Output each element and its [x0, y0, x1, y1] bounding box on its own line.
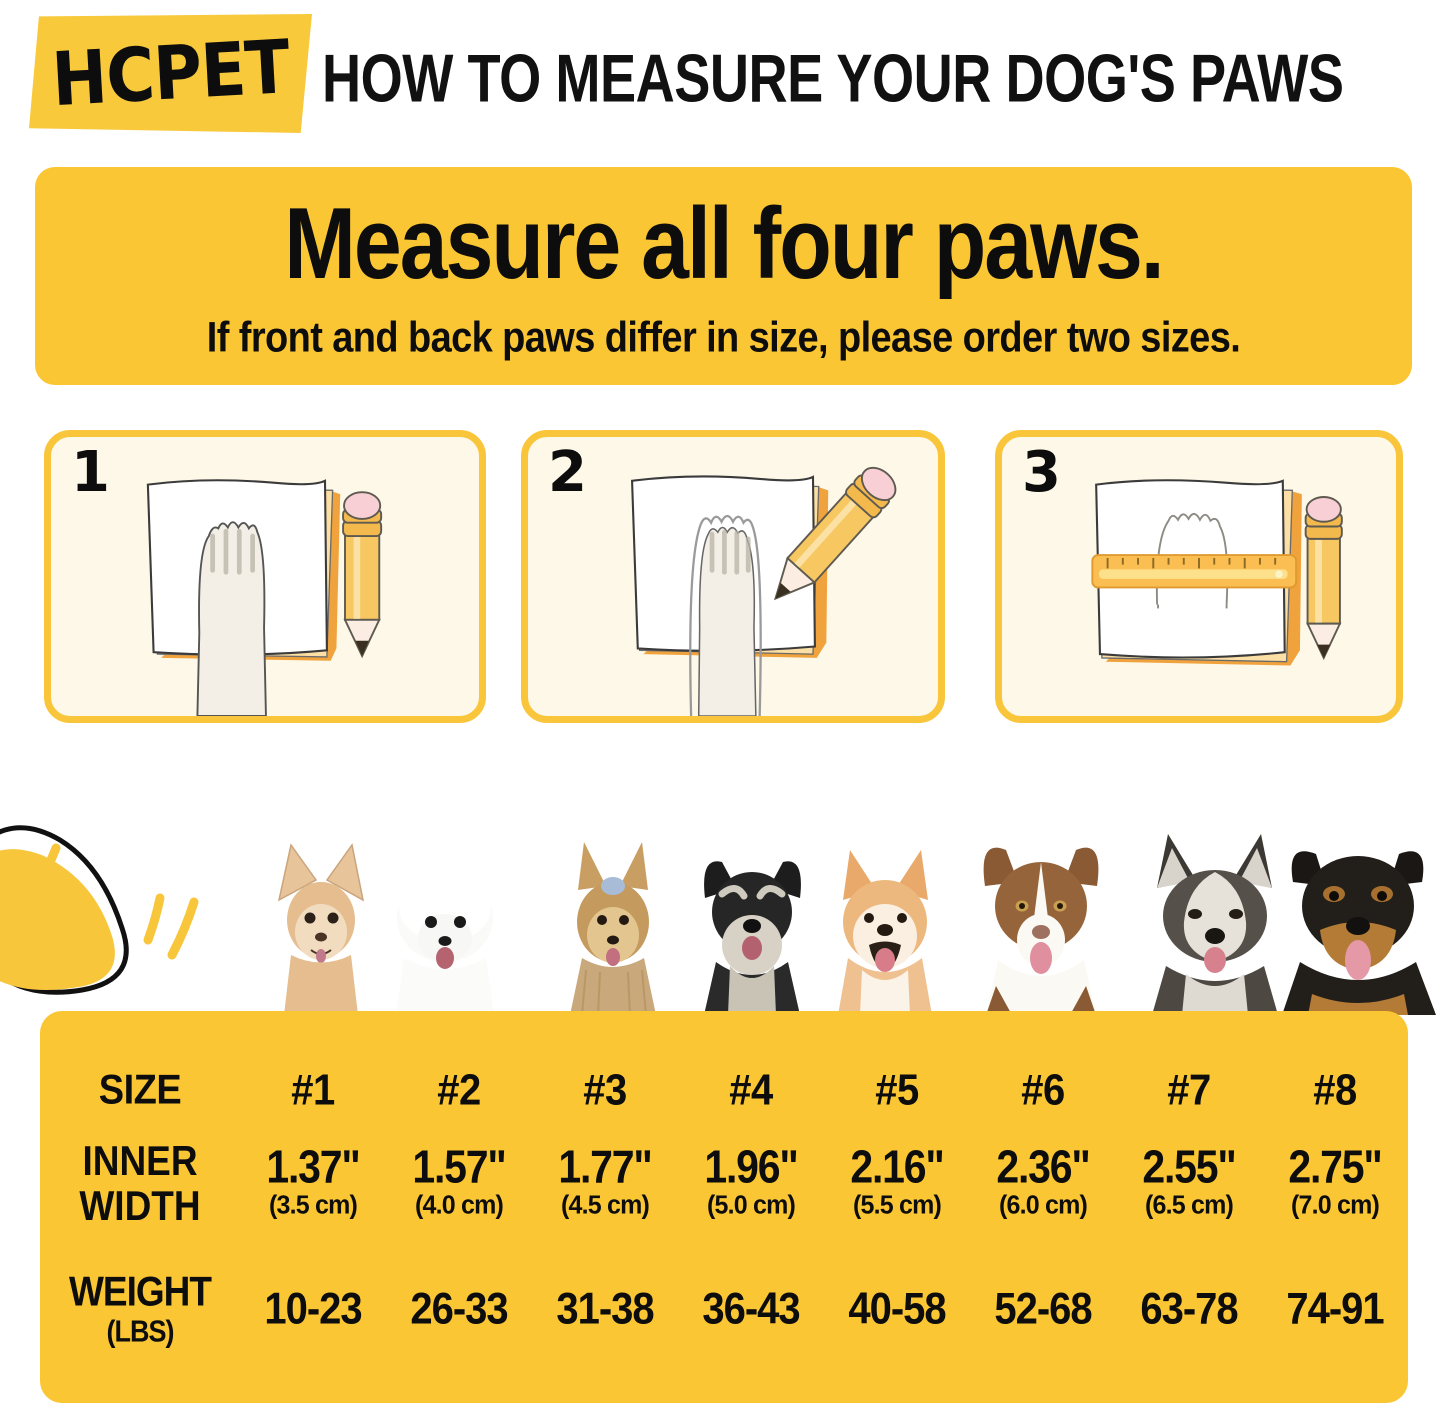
size-cell-8: #8	[1313, 1065, 1357, 1114]
width-cell-2: 1.57" (4.0 cm)	[386, 1119, 532, 1249]
steps-section: 1	[0, 430, 1445, 730]
step-2-illustration	[630, 466, 897, 716]
width-cm-1: (3.5 cm)	[268, 1189, 358, 1220]
width-in-3: 1.77"	[558, 1140, 652, 1193]
step-3-illustration	[1091, 479, 1343, 666]
width-cm-2: (4.0 cm)	[414, 1189, 504, 1220]
step-card-3: 3	[995, 430, 1403, 723]
size-cell-6: #6	[1021, 1065, 1065, 1114]
table-row-size: SIZE #1 #2 #3 #4 #5 #6 #7 #8	[40, 1011, 1408, 1119]
width-cell-1: 1.37" (3.5 cm)	[240, 1119, 386, 1249]
hero-subtitle: If front and back paws differ in size, p…	[206, 314, 1241, 362]
size-chart-panel: SIZE #1 #2 #3 #4 #5 #6 #7 #8 INNER WIDTH…	[40, 1011, 1408, 1403]
weight-cell-6: 52-68	[994, 1283, 1092, 1334]
size-cell-4: #4	[729, 1065, 773, 1114]
size-cell-1: #1	[291, 1065, 335, 1114]
step-card-2: 2	[521, 430, 945, 723]
width-cm-6: (6.0 cm)	[998, 1189, 1088, 1220]
width-cell-5: 2.16" (5.5 cm)	[824, 1119, 970, 1249]
width-in-8: 2.75"	[1288, 1140, 1382, 1193]
step-number-1: 1	[71, 440, 110, 505]
hero-title: Measure all four paws.	[284, 187, 1164, 301]
pencil-icon	[342, 491, 383, 659]
row-label-inner-width-line2: WIDTH	[79, 1182, 201, 1229]
row-label-size: SIZE	[98, 1066, 182, 1113]
weight-cell-8: 74-91	[1286, 1283, 1384, 1334]
dog-breeds-illustration	[277, 834, 1436, 1015]
brand-logo-text: HCPET	[49, 23, 292, 123]
width-cm-4: (5.0 cm)	[706, 1189, 796, 1220]
dog-shiba-inu	[838, 850, 932, 1015]
pencil-icon	[1304, 496, 1343, 661]
table-row-weight: WEIGHT (LBS) 10-23 26-33 31-38 36-43 40-…	[40, 1249, 1408, 1369]
page-header: HCPET HOW TO MEASURE YOUR DOG'S PAWS	[0, 0, 1445, 150]
hero-banner: Measure all four paws. If front and back…	[35, 167, 1412, 385]
row-label-weight-line2: (LBS)	[106, 1314, 175, 1348]
width-cm-7: (6.5 cm)	[1144, 1189, 1234, 1220]
wagging-tail-decoration	[0, 825, 199, 995]
size-cell-3: #3	[583, 1065, 627, 1114]
dog-yorkshire-terrier	[570, 842, 656, 1015]
width-in-6: 2.36"	[996, 1140, 1090, 1193]
dog-schnauzer	[704, 861, 801, 1015]
dog-breeds-row	[0, 790, 1445, 1015]
brand-logo-badge: HCPET	[29, 14, 312, 133]
width-in-1: 1.37"	[266, 1140, 360, 1193]
dog-chihuahua	[277, 843, 365, 1015]
step-number-2: 2	[548, 440, 587, 505]
row-label-weight: WEIGHT (LBS)	[40, 1242, 240, 1376]
step-card-1: 1	[44, 430, 486, 723]
width-cell-8: 2.75" (7.0 cm)	[1262, 1119, 1408, 1249]
width-cell-4: 1.96" (5.0 cm)	[678, 1119, 824, 1249]
size-cell-2: #2	[437, 1065, 481, 1114]
weight-cell-5: 40-58	[848, 1283, 946, 1334]
weight-cell-1: 10-23	[264, 1283, 362, 1334]
size-cell-7: #7	[1167, 1065, 1211, 1114]
weight-cell-2: 26-33	[410, 1283, 508, 1334]
width-in-5: 2.16"	[850, 1140, 944, 1193]
width-in-2: 1.57"	[412, 1140, 506, 1193]
width-in-4: 1.96"	[704, 1140, 798, 1193]
row-label-inner-width: INNER WIDTH	[40, 1111, 240, 1257]
pencil-icon	[773, 466, 897, 601]
width-cell-7: 2.55" (6.5 cm)	[1116, 1119, 1262, 1249]
size-cell-5: #5	[875, 1065, 919, 1114]
width-cm-5: (5.5 cm)	[852, 1189, 942, 1220]
dog-bichon-frise	[396, 874, 494, 1015]
ruler-icon	[1091, 554, 1298, 589]
width-cell-3: 1.77" (4.5 cm)	[532, 1119, 678, 1249]
weight-cell-7: 63-78	[1140, 1283, 1238, 1334]
width-in-7: 2.55"	[1142, 1140, 1236, 1193]
dog-alaskan-malamute	[1152, 834, 1278, 1015]
row-label-inner-width-line1: INNER	[82, 1138, 198, 1185]
dog-border-collie	[983, 847, 1099, 1015]
weight-cell-3: 31-38	[556, 1283, 654, 1334]
step-1-illustration	[146, 479, 383, 716]
size-chart-table: SIZE #1 #2 #3 #4 #5 #6 #7 #8 INNER WIDTH…	[40, 1011, 1408, 1369]
width-cm-8: (7.0 cm)	[1290, 1189, 1380, 1220]
width-cell-6: 2.36" (6.0 cm)	[970, 1119, 1116, 1249]
weight-cell-4: 36-43	[702, 1283, 800, 1334]
row-label-weight-line1: WEIGHT	[69, 1268, 212, 1315]
dog-rottweiler	[1282, 851, 1436, 1015]
step-number-3: 3	[1022, 440, 1061, 505]
width-cm-3: (4.5 cm)	[560, 1189, 650, 1220]
page-title: HOW TO MEASURE YOUR DOG'S PAWS	[322, 41, 1344, 117]
table-row-inner-width: INNER WIDTH 1.37" (3.5 cm) 1.57" (4.0 cm…	[40, 1119, 1408, 1249]
